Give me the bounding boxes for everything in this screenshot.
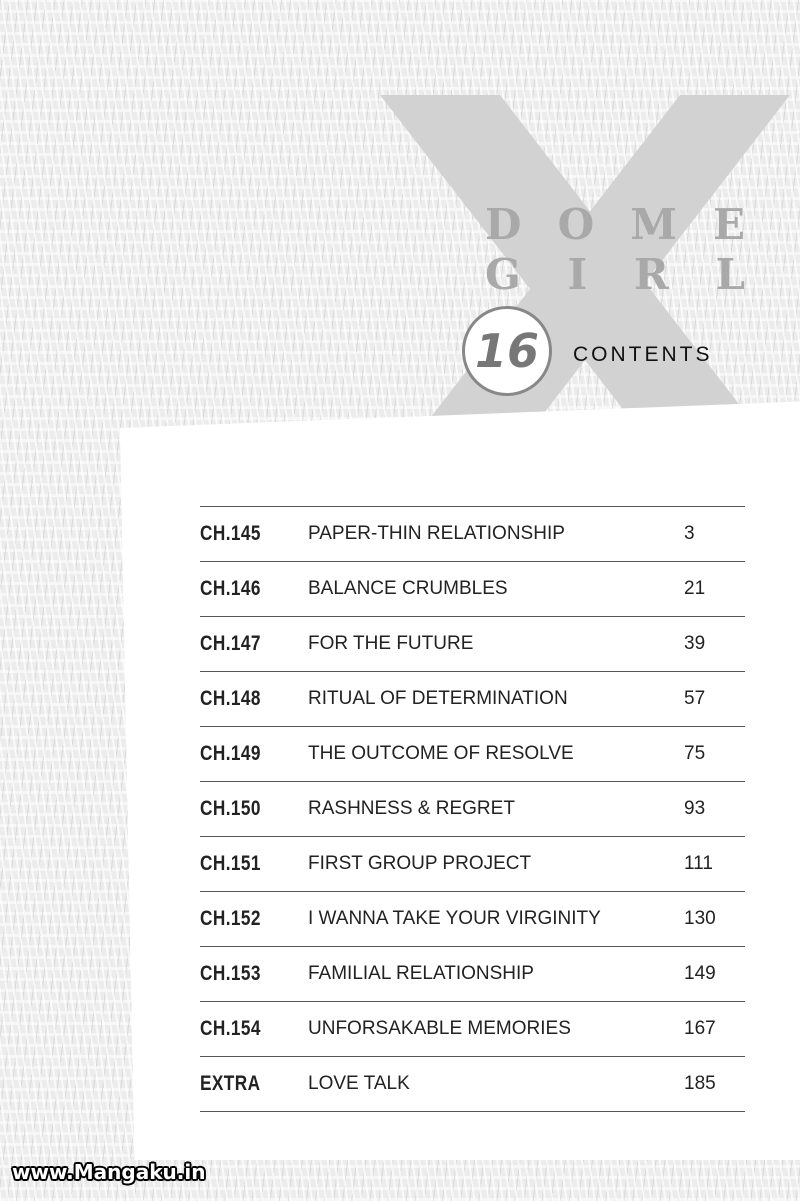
page-number: 3	[684, 523, 695, 544]
chapter-title: LOVE TALK	[308, 1073, 410, 1094]
chapter-title: RASHNESS & REGRET	[308, 798, 515, 819]
chapter-title: FAMILIAL RELATIONSHIP	[308, 963, 534, 984]
volume-badge: 16	[462, 306, 552, 396]
contents-heading: CONTENTS	[573, 343, 713, 366]
chapter-number: CH.147	[200, 632, 261, 655]
toc-row: CH.153 FAMILIAL RELATIONSHIP 149	[200, 947, 745, 1002]
title-dome: D O M E	[485, 200, 745, 249]
title-letter: L	[715, 250, 745, 299]
page-number: 111	[684, 853, 713, 874]
chapter-number: CH.151	[200, 852, 261, 875]
chapter-number: CH.148	[200, 687, 261, 710]
chapter-title: BALANCE CRUMBLES	[308, 578, 508, 599]
chapter-number: CH.152	[200, 907, 261, 930]
toc-row: CH.147 FOR THE FUTURE 39	[200, 617, 745, 672]
chapter-title: UNFORSAKABLE MEMORIES	[308, 1018, 571, 1039]
chapter-number: CH.145	[200, 522, 261, 545]
page-number: 39	[684, 633, 706, 654]
toc-row: CH.154 UNFORSAKABLE MEMORIES 167	[200, 1002, 745, 1057]
page-number: 93	[684, 798, 706, 819]
page-number: 75	[684, 743, 706, 764]
title-letter: M	[630, 200, 677, 249]
toc-row: CH.149 THE OUTCOME OF RESOLVE 75	[200, 727, 745, 782]
page-number: 21	[684, 578, 706, 599]
title-girl: G I R L	[485, 250, 745, 299]
watermark: www.Mangaku.in	[12, 1160, 206, 1184]
title-letter: O	[557, 200, 595, 249]
page-number: 149	[684, 963, 716, 984]
chapter-title: PAPER-THIN RELATIONSHIP	[308, 523, 565, 544]
chapter-number: CH.149	[200, 742, 261, 765]
chapter-title: I WANNA TAKE YOUR VIRGINITY	[308, 908, 601, 929]
chapter-title: RITUAL OF DETERMINATION	[308, 688, 568, 709]
page-number: 167	[684, 1018, 716, 1039]
table-of-contents: CH.145 PAPER-THIN RELATIONSHIP 3 CH.146 BALA…	[200, 506, 745, 1112]
toc-row: CH.145 PAPER-THIN RELATIONSHIP 3	[200, 507, 745, 562]
chapter-number: CH.154	[200, 1017, 261, 1040]
toc-row: CH.152 I WANNA TAKE YOUR VIRGINITY 130	[200, 892, 745, 947]
chapter-number: CH.146	[200, 577, 261, 600]
chapter-title: FIRST GROUP PROJECT	[308, 853, 532, 874]
toc-row: CH.146 BALANCE CRUMBLES 21	[200, 562, 745, 617]
title-letter: G	[485, 250, 521, 299]
title-letter: E	[712, 200, 745, 249]
toc-row: CH.148 RITUAL OF DETERMINATION 57	[200, 672, 745, 727]
toc-row: CH.151 FIRST GROUP PROJECT 111	[200, 837, 745, 892]
paper-card	[120, 400, 800, 1160]
title-letter: R	[633, 250, 669, 299]
page-number: 130	[684, 908, 716, 929]
chapter-number: CH.150	[200, 797, 261, 820]
toc-row: EXTRA LOVE TALK 185	[200, 1057, 745, 1112]
chapter-number: CH.153	[200, 962, 261, 985]
chapter-title: FOR THE FUTURE	[308, 633, 474, 654]
chapter-title: THE OUTCOME OF RESOLVE	[308, 743, 574, 764]
page-number: 185	[684, 1073, 716, 1094]
toc-row: CH.150 RASHNESS & REGRET 93	[200, 782, 745, 837]
title-letter: I	[567, 250, 588, 299]
chapter-number: EXTRA	[200, 1072, 261, 1095]
page-number: 57	[684, 688, 706, 709]
title-letter: D	[485, 200, 522, 249]
